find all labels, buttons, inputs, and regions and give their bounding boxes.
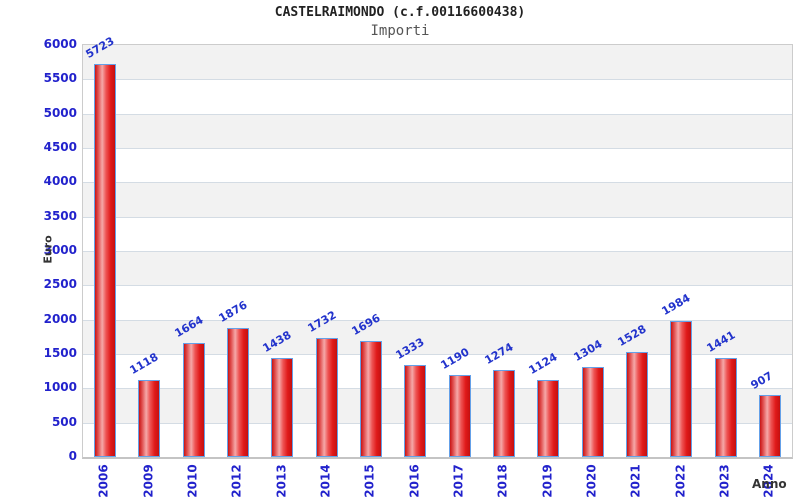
grid-band bbox=[83, 216, 792, 251]
x-tick-label: 2012 bbox=[230, 464, 245, 498]
y-tick-label: 4500 bbox=[43, 140, 77, 154]
gridline bbox=[83, 182, 792, 184]
x-tick-label: 2020 bbox=[584, 464, 599, 498]
gridline bbox=[83, 216, 792, 218]
grid-band bbox=[83, 148, 792, 183]
bar bbox=[581, 367, 604, 457]
bar bbox=[537, 379, 560, 457]
y-tick-label: 3500 bbox=[43, 208, 77, 223]
gridline bbox=[83, 113, 792, 115]
bar bbox=[94, 64, 117, 457]
x-tick-label: 2010 bbox=[185, 464, 200, 498]
y-tick-label: 1000 bbox=[43, 380, 77, 395]
y-tick-label: 5000 bbox=[43, 105, 77, 120]
y-tick-label: 0 bbox=[68, 449, 77, 463]
gridline bbox=[83, 251, 792, 252]
grid-band bbox=[83, 182, 792, 217]
chart-title: CASTELRAIMONDO (c.f.00116600438) bbox=[274, 5, 526, 20]
gridline bbox=[83, 285, 792, 287]
x-tick-label: 2019 bbox=[540, 464, 555, 498]
y-tick-label: 3000 bbox=[43, 243, 77, 257]
bar bbox=[360, 340, 383, 457]
bar bbox=[714, 358, 737, 457]
x-tick-label: 2013 bbox=[274, 464, 289, 498]
grid-band bbox=[83, 285, 792, 320]
chart-subtitle: Importi bbox=[370, 23, 430, 39]
grid-band bbox=[83, 79, 792, 114]
y-tick-label: 1500 bbox=[43, 346, 77, 360]
gridline bbox=[83, 388, 792, 390]
bar bbox=[182, 342, 205, 457]
gridline bbox=[83, 148, 792, 149]
bar bbox=[758, 394, 781, 457]
y-tick-label: 2000 bbox=[43, 311, 77, 326]
bar bbox=[227, 328, 250, 457]
x-tick-label: 2017 bbox=[451, 464, 466, 498]
bar bbox=[670, 320, 693, 457]
bar bbox=[492, 369, 515, 457]
bar bbox=[315, 338, 338, 457]
y-axis-title: Euro bbox=[41, 235, 55, 264]
grid-band bbox=[83, 113, 792, 148]
x-tick-label: 2022 bbox=[673, 464, 688, 498]
bar bbox=[625, 352, 648, 457]
bar bbox=[448, 375, 471, 457]
gridline bbox=[83, 319, 792, 321]
bar bbox=[404, 365, 427, 457]
x-tick-label: 2023 bbox=[717, 464, 732, 498]
x-tick-label: 2015 bbox=[363, 464, 378, 498]
y-tick-label: 6000 bbox=[43, 37, 77, 51]
gridline bbox=[83, 422, 792, 424]
x-tick-label: 2006 bbox=[97, 464, 112, 498]
grid-band bbox=[83, 45, 792, 80]
bar bbox=[271, 358, 294, 457]
y-tick-label: 2500 bbox=[43, 277, 77, 292]
gridline bbox=[83, 79, 792, 81]
bar bbox=[138, 380, 161, 457]
y-tick-label: 500 bbox=[51, 414, 77, 429]
y-tick-label: 5500 bbox=[43, 71, 77, 86]
plot-area: 5723 1118 1664 1876 1438 1732 1696 1333 1190 1274… bbox=[82, 34, 793, 459]
x-tick-label: 2021 bbox=[628, 464, 643, 498]
x-tick-label: 2014 bbox=[318, 464, 333, 498]
y-tick-label: 4000 bbox=[43, 174, 77, 189]
gridline bbox=[83, 354, 792, 355]
x-tick-label: 2016 bbox=[407, 464, 422, 498]
x-tick-label: 2018 bbox=[495, 464, 510, 498]
x-axis-title: Anno bbox=[752, 477, 787, 491]
x-tick-label: 2009 bbox=[141, 464, 156, 498]
grid-band bbox=[83, 251, 792, 286]
